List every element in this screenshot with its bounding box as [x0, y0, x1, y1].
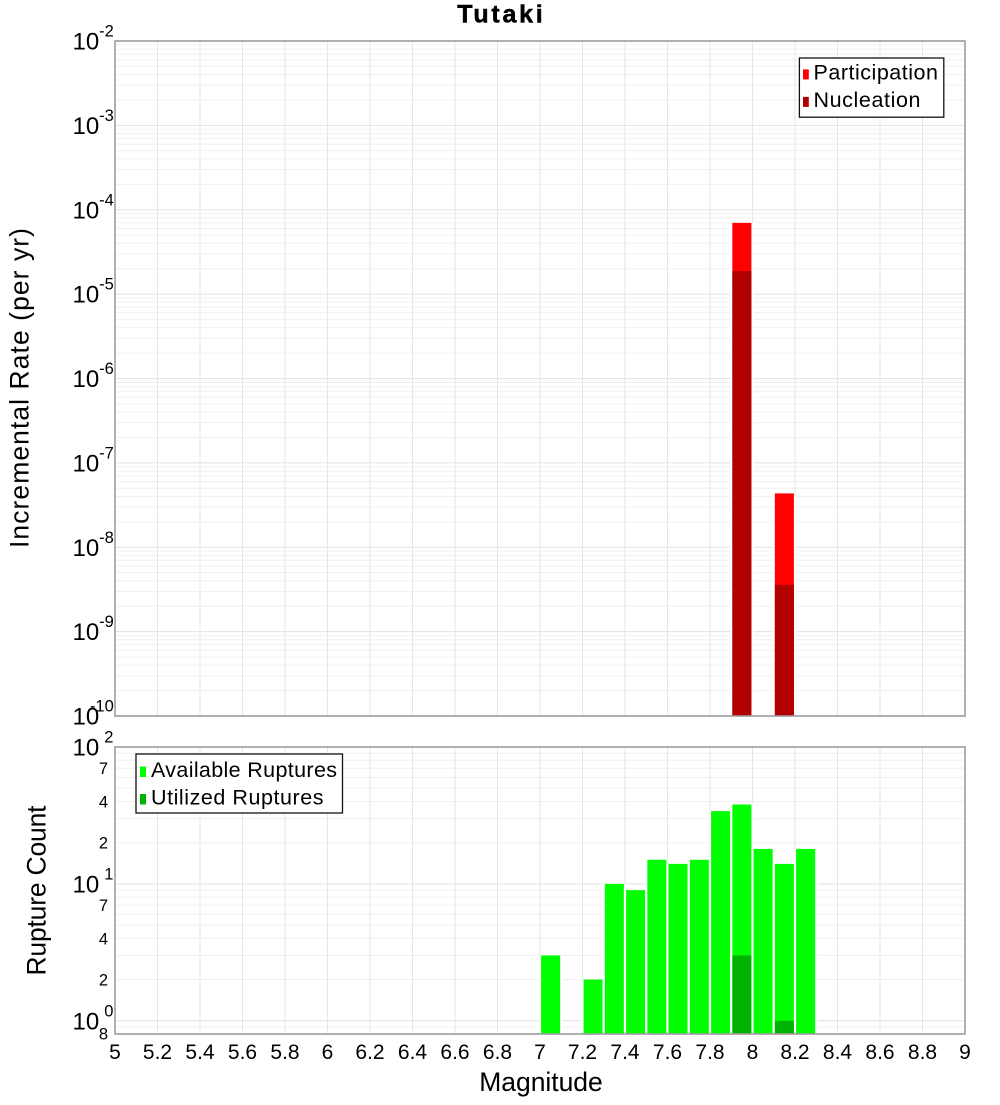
- svg-text:Participation: Participation: [814, 61, 939, 85]
- svg-text:5.4: 5.4: [185, 1041, 215, 1064]
- svg-text:5: 5: [109, 1041, 121, 1064]
- svg-text:7.2: 7.2: [568, 1041, 597, 1064]
- svg-text:10: 10: [73, 735, 100, 762]
- svg-text:Incremental Rate (per yr): Incremental Rate (per yr): [5, 228, 35, 548]
- svg-text:7.8: 7.8: [695, 1041, 724, 1064]
- svg-text:10: 10: [73, 535, 100, 562]
- svg-text:-7: -7: [99, 445, 114, 463]
- svg-text:10: 10: [73, 619, 100, 646]
- svg-text:6.4: 6.4: [398, 1041, 428, 1064]
- svg-text:-3: -3: [99, 107, 114, 125]
- svg-text:5.2: 5.2: [143, 1041, 172, 1064]
- svg-text:1: 1: [104, 866, 113, 884]
- svg-text:7: 7: [99, 897, 108, 915]
- svg-text:4: 4: [99, 930, 108, 948]
- svg-text:6.2: 6.2: [355, 1041, 384, 1064]
- svg-text:7.4: 7.4: [610, 1041, 640, 1064]
- svg-text:10: 10: [73, 1008, 100, 1035]
- svg-text:8: 8: [747, 1041, 759, 1064]
- svg-text:6.6: 6.6: [440, 1041, 469, 1064]
- svg-text:6: 6: [322, 1041, 334, 1064]
- svg-text:8.4: 8.4: [823, 1041, 853, 1064]
- svg-text:-10: -10: [90, 698, 114, 716]
- svg-text:Rupture Count: Rupture Count: [22, 805, 52, 976]
- svg-text:10: 10: [73, 113, 100, 140]
- svg-text:7.6: 7.6: [653, 1041, 682, 1064]
- svg-text:Nucleation: Nucleation: [814, 88, 921, 112]
- svg-text:-5: -5: [99, 276, 114, 294]
- svg-text:4: 4: [99, 794, 108, 812]
- svg-text:Magnitude: Magnitude: [479, 1067, 603, 1097]
- svg-text:-8: -8: [99, 529, 114, 547]
- svg-text:6.8: 6.8: [483, 1041, 512, 1064]
- svg-text:8.2: 8.2: [780, 1041, 809, 1064]
- svg-text:2: 2: [104, 729, 113, 747]
- svg-text:8: 8: [99, 1026, 108, 1044]
- svg-text:10: 10: [73, 366, 100, 393]
- svg-text:10: 10: [73, 704, 100, 731]
- svg-text:-2: -2: [99, 23, 114, 41]
- svg-text:2: 2: [99, 972, 108, 990]
- svg-text:10: 10: [73, 451, 100, 478]
- svg-text:10: 10: [73, 29, 100, 56]
- svg-text:8.6: 8.6: [865, 1041, 894, 1064]
- svg-text:10: 10: [73, 197, 100, 224]
- svg-text:8.8: 8.8: [908, 1041, 937, 1064]
- svg-text:0: 0: [104, 1002, 113, 1020]
- svg-text:10: 10: [73, 872, 100, 899]
- svg-text:-9: -9: [99, 613, 114, 631]
- svg-text:5.6: 5.6: [228, 1041, 257, 1064]
- svg-text:5.8: 5.8: [270, 1041, 299, 1064]
- svg-text:Utilized Ruptures: Utilized Ruptures: [151, 786, 324, 810]
- svg-text:7: 7: [99, 760, 108, 778]
- svg-text:Available Ruptures: Available Ruptures: [151, 758, 337, 782]
- svg-text:9: 9: [959, 1041, 971, 1064]
- svg-text:10: 10: [73, 282, 100, 309]
- svg-text:-4: -4: [99, 191, 114, 209]
- svg-text:7: 7: [534, 1041, 546, 1064]
- svg-text:-6: -6: [99, 360, 114, 378]
- svg-text:2: 2: [99, 835, 108, 853]
